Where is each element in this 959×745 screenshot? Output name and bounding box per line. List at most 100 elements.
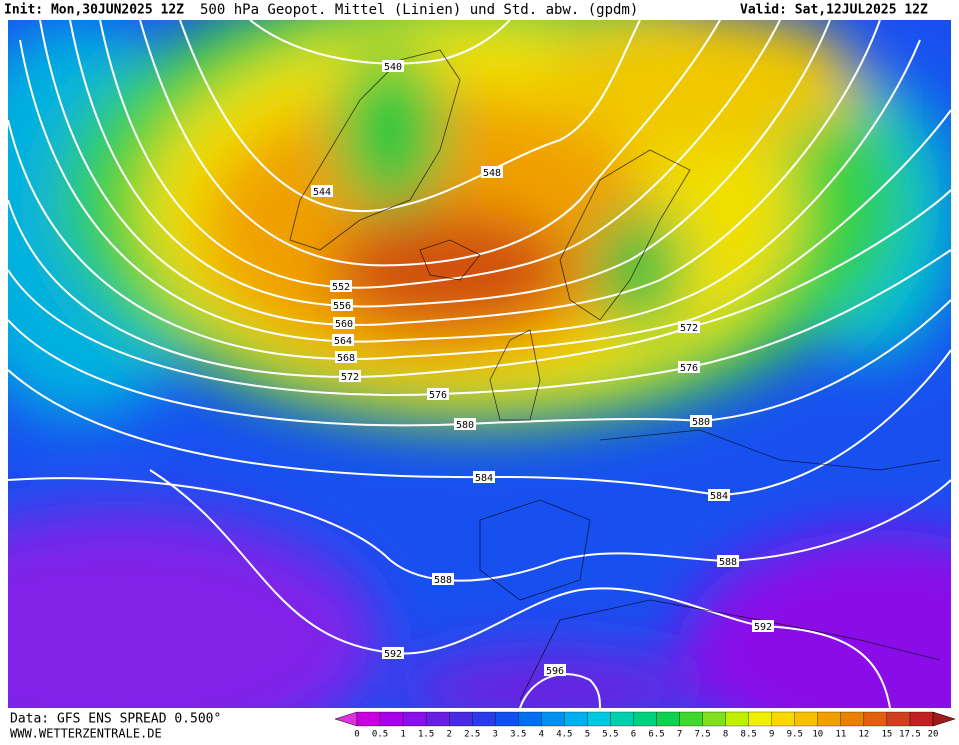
contour-label: 556 [333,301,351,312]
contour-label: 576 [680,363,698,374]
colorbar-cell [909,711,934,727]
colorbar-label: 6 [631,730,636,740]
colorbar-label: 11 [835,730,846,740]
colorbar-cell [840,711,865,727]
colorbar-cell [656,711,680,727]
contour-label-bg [752,620,774,632]
colorbar-label: 4.5 [556,730,572,740]
header-bg [0,0,959,19]
contour-label: 584 [475,473,493,484]
colorbar: 0 0.5 1 1.5 2 2.5 3 3.5 4 4.5 5 5.5 6 6.5 7 7.5 8 8.5 9 9.5… [334,711,956,740]
contour-label: 568 [337,353,355,364]
contour-label: 580 [692,417,710,428]
colorbar-label: 2 [446,730,451,740]
contour-label-bg [332,334,354,346]
contour-line [519,673,601,708]
contour-label-bg [481,166,503,178]
colorbar-label: 5.5 [602,730,618,740]
contour-label-bg [454,418,476,430]
colorbar-label: 15 [881,730,892,740]
colorbar-cell [702,711,726,727]
contour-line [8,249,951,396]
contour-label-bg [678,361,700,373]
colorbar-label: 7.5 [694,730,710,740]
valid-text: Valid: Sat,12JUL2025 12Z [740,3,928,18]
colorbar-cell [886,711,911,727]
contour-label-bg [382,60,404,72]
contour-line [8,477,951,582]
colorbar-cell [425,711,450,727]
contour-label: 588 [434,575,452,586]
colorbar-arrow [334,711,358,727]
map-title: 500 hPa Geopot. Mittel (Linien) und Std.… [200,2,638,18]
colorbar-arrow [932,711,956,727]
contour-line [179,20,641,213]
contour-label-bg [690,415,712,427]
contour-label-bg [333,317,355,329]
colorbar-cell [472,711,496,727]
colorbar-label: 1 [400,730,405,740]
colorbar-label: 3.5 [510,730,526,740]
colorbar-label: 9 [769,730,774,740]
colorbar-label: 7 [677,730,682,740]
colorbar-cell [817,711,841,727]
site-text: WWW.WETTERZENTRALE.DE [10,727,162,741]
contour-label: 548 [483,168,501,179]
colorbar-cell [725,711,749,727]
contour-label: 592 [754,622,772,633]
contour-line [249,20,511,65]
contour-label-bg [335,351,357,363]
contour-label-bg [311,185,333,197]
contour-line [69,20,831,308]
contour-label: 596 [546,666,564,677]
colorbar-label: 9.5 [787,730,803,740]
colorbar-cell [633,711,657,727]
colorbar-cell [610,711,634,727]
contour-label: 544 [313,187,331,198]
contour-label: 580 [456,420,474,431]
contour-line [149,469,891,708]
colorbar-label: 8 [723,730,728,740]
colorbar-label: 17.5 [899,730,921,740]
contour-line [8,299,951,427]
contour-line [8,349,951,497]
colorbar-cell [541,711,565,727]
contour-line [8,109,951,360]
contour-label-bg [678,321,700,333]
contour-label: 540 [384,62,402,73]
contour-line [19,39,921,343]
colorbar-label: 12 [858,730,869,740]
colorbar-label: 0 [354,730,359,740]
contour-label: 584 [710,491,728,502]
colorbar-cell [495,711,519,727]
source-text: Data: GFS ENS SPREAD 0.500° [10,712,221,727]
colorbar-cell [518,711,542,727]
contour-label: 576 [429,390,447,401]
colorbar-label: 3 [493,730,498,740]
colorbar-label: 2.5 [464,730,480,740]
contour-line [99,20,781,289]
contour-labels: 540 548 544 552 556 560 564 568 572 576 580 572 576 5… [311,60,774,677]
contour-line [8,189,951,378]
colorbar-label: 8.5 [741,730,757,740]
colorbar-cell [402,711,427,727]
colorbar-label: 1.5 [418,730,434,740]
contour-label-bg [339,370,361,382]
contour-label: 564 [334,336,352,347]
colorbar-label: 0.5 [372,730,388,740]
init-text: Init: Mon,30JUN2025 12Z [4,3,184,18]
colorbar-cell [356,711,381,727]
contour-label-bg [382,647,404,659]
contour-line [139,20,721,267]
contour-label: 572 [680,323,698,334]
colorbar-label: 6.5 [648,730,664,740]
coastlines [289,49,941,701]
contour-label-bg [331,299,353,311]
colorbar-cell [748,711,772,727]
contour-label-bg [427,388,449,400]
contour-label-bg [544,664,566,676]
contour-label-bg [708,489,730,501]
colorbar-cell [449,711,473,727]
colorbar-cell [863,711,888,727]
